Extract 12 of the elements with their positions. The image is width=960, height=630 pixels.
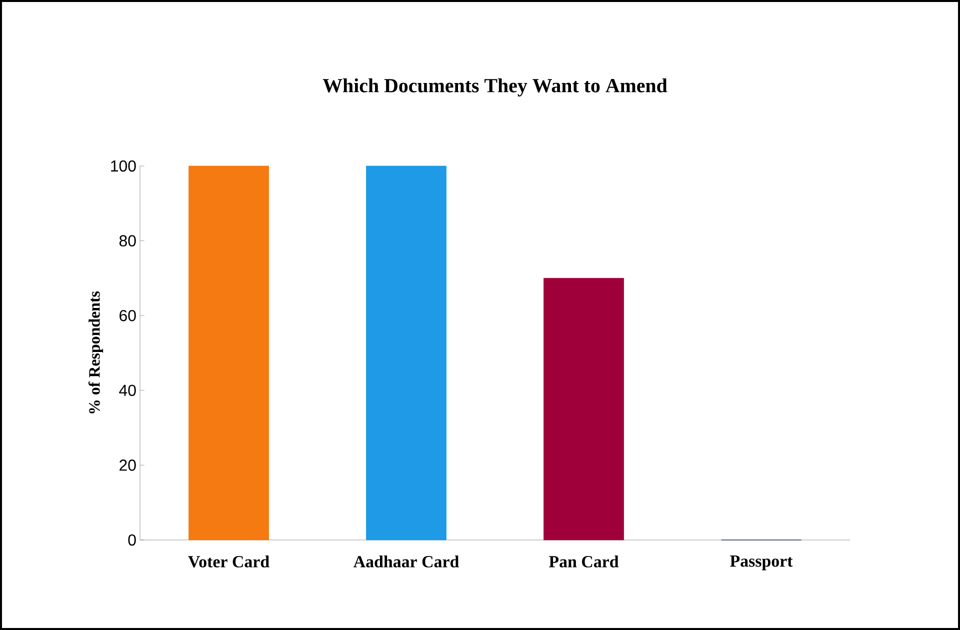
y-axis-title: % of Respondents <box>88 291 104 414</box>
x-tick-label: Pan Card <box>549 556 619 568</box>
y-tick-label: 40 <box>119 384 136 396</box>
x-tick-label: Aadhaar Card <box>354 556 459 568</box>
y-tick-label: 20 <box>120 460 136 471</box>
y-tick-label: 100 <box>111 160 136 172</box>
x-tick-label: Voter Card <box>188 556 270 568</box>
x-tick-label: Passport <box>730 556 793 570</box>
y-tick-label: 80 <box>119 235 136 246</box>
y-tick-label: 60 <box>120 310 136 322</box>
chart-title: Which Documents They Want to Amend <box>322 78 668 96</box>
y-tick-label: 0 <box>128 534 136 546</box>
